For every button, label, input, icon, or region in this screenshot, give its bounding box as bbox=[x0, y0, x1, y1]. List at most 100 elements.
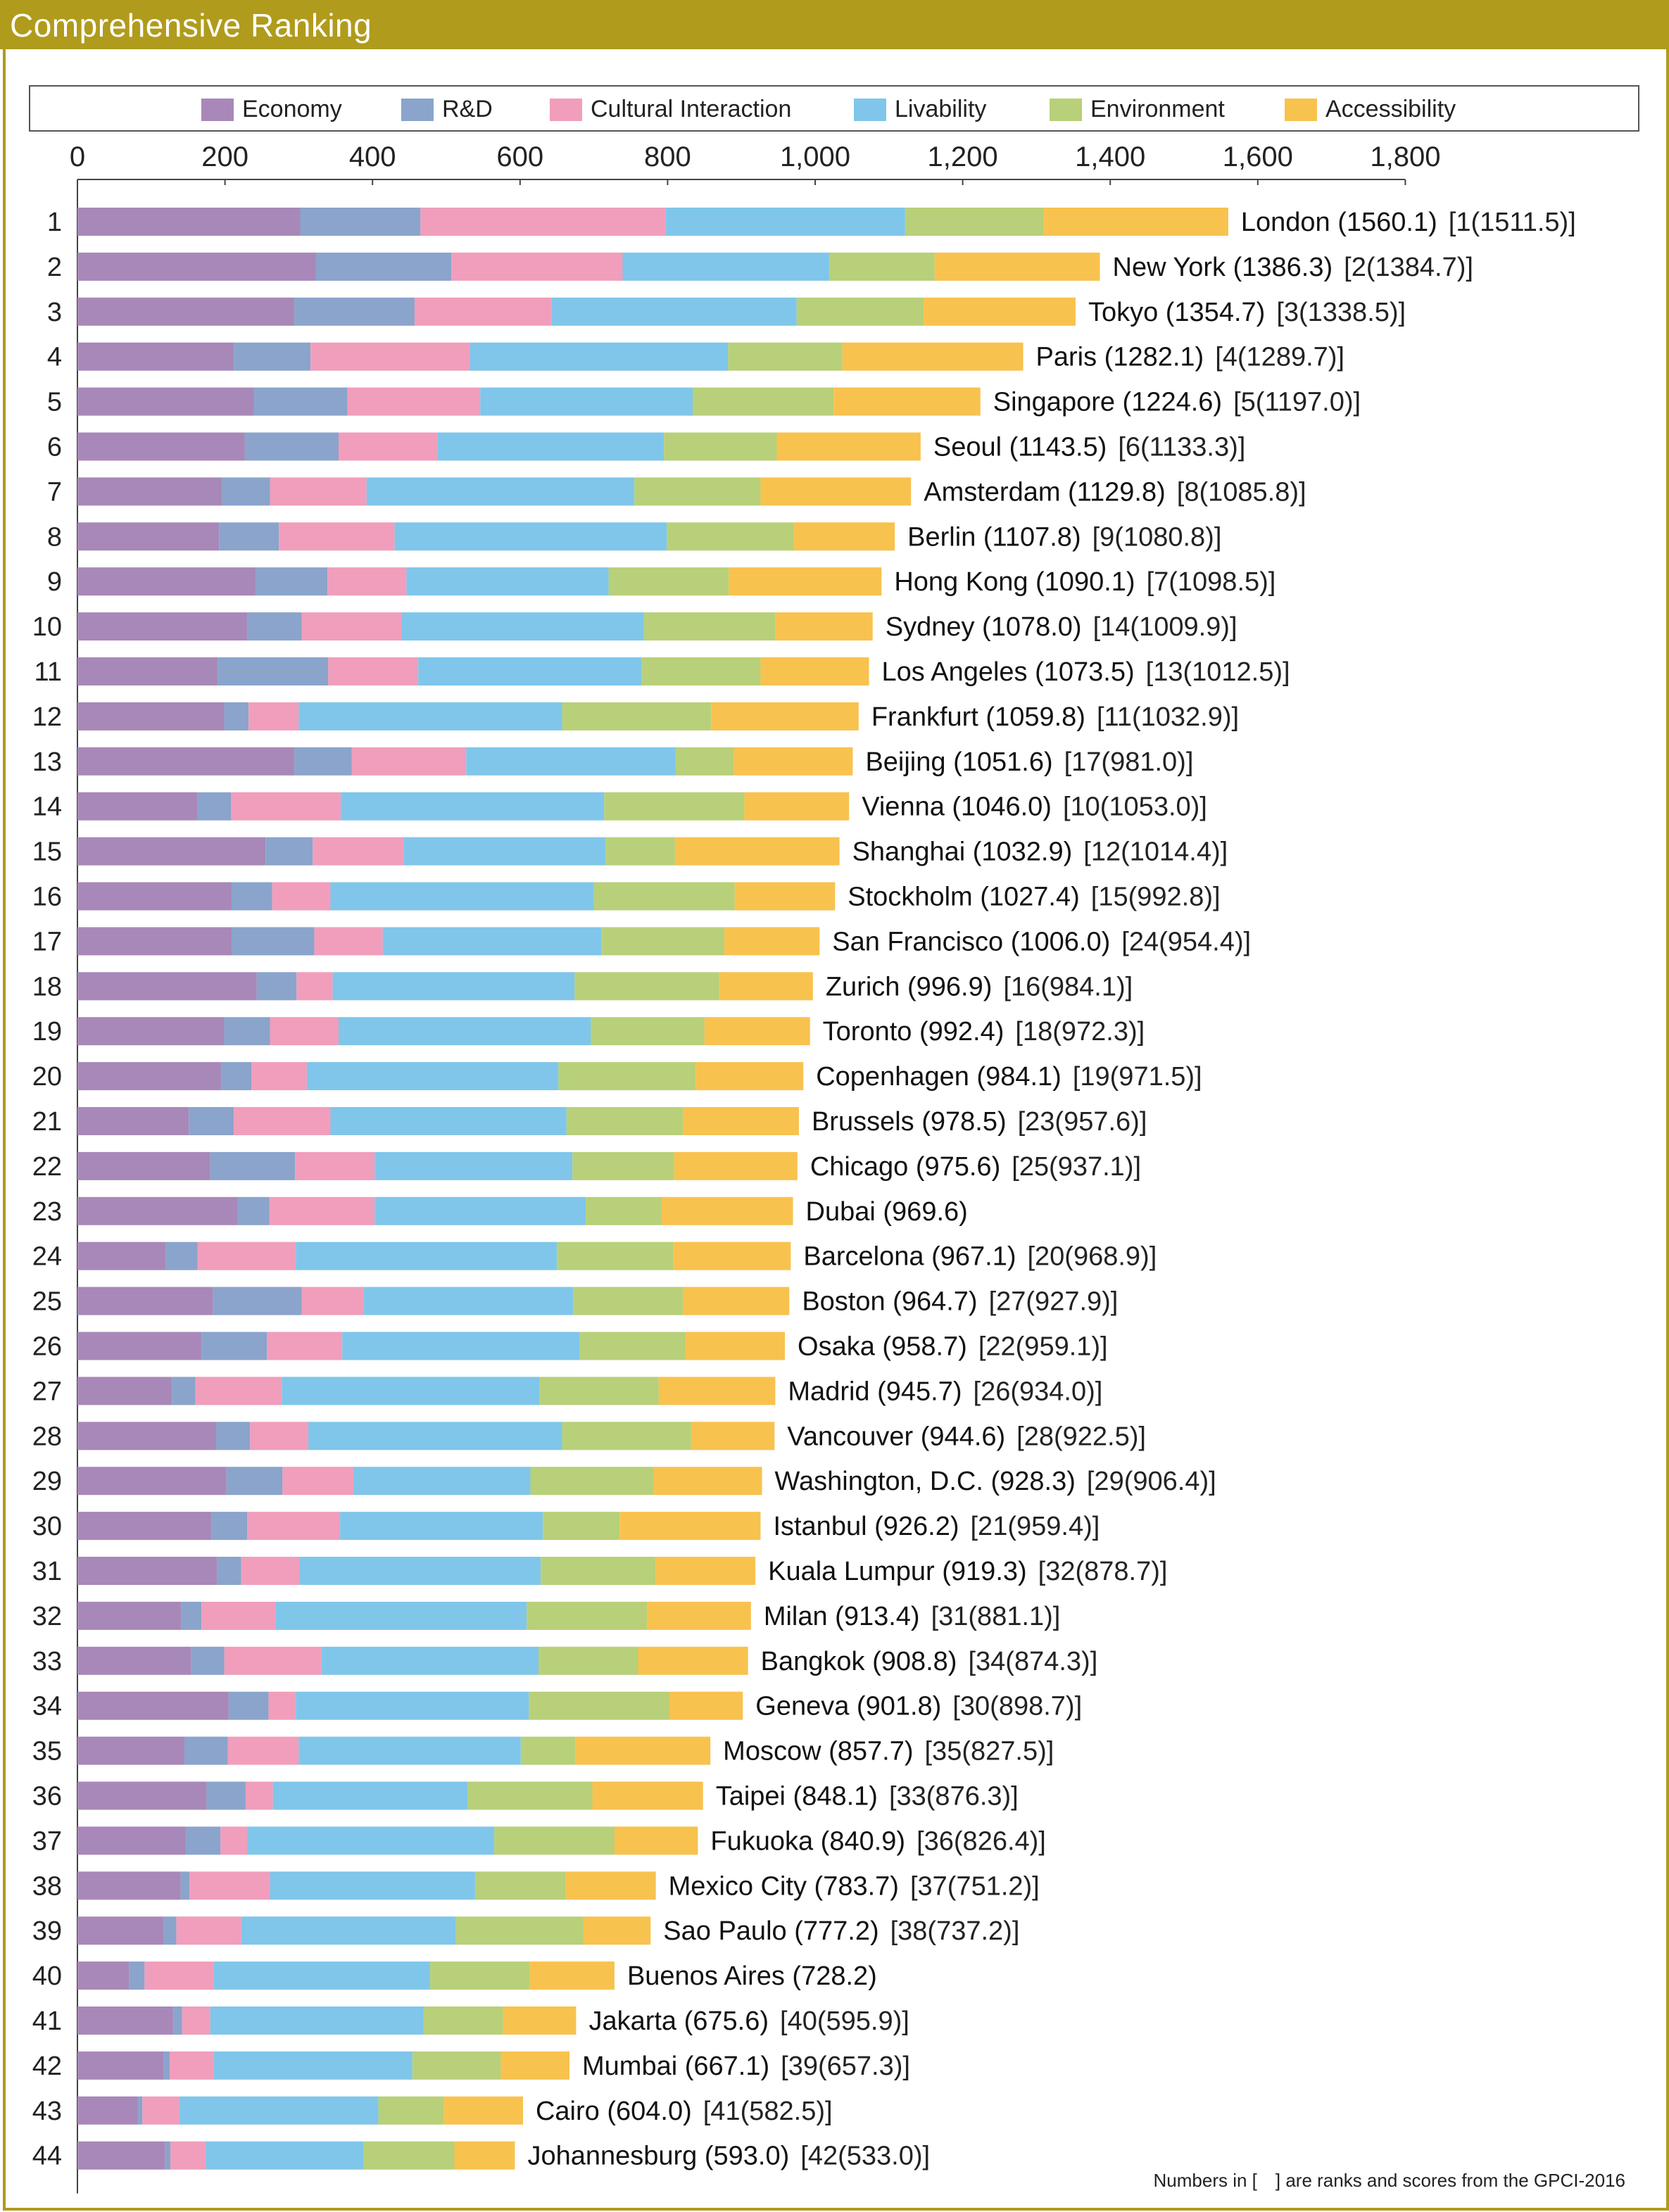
bar-segment-livability bbox=[210, 2006, 424, 2035]
city-score: Copenhagen (984.1) bbox=[816, 1062, 1062, 1092]
bar-row bbox=[77, 1422, 775, 1451]
bar-segment-accessibility bbox=[500, 2051, 570, 2080]
bar-segment-livability bbox=[394, 522, 667, 551]
bar-segment-economy bbox=[77, 1691, 229, 1720]
bar-segment-economy bbox=[77, 2096, 138, 2125]
city-label: Boston (964.7) [27(927.9)] bbox=[802, 1287, 1118, 1317]
bar-row bbox=[77, 387, 981, 416]
city-label: Seoul (1143.5) [6(1133.3)] bbox=[933, 433, 1245, 462]
bar-segment-accessibility bbox=[565, 1871, 656, 1900]
bar-row bbox=[77, 1196, 793, 1225]
rank-label: 12 bbox=[32, 702, 62, 732]
bar-segment-rd bbox=[191, 1646, 225, 1675]
previous-rank: [18(972.3)] bbox=[1015, 1017, 1145, 1047]
rank-label: 16 bbox=[32, 883, 62, 912]
city-label: Mumbai (667.1) [39(657.3)] bbox=[582, 2052, 910, 2081]
chart-frame bbox=[3, 49, 1669, 2211]
bar-segment-cultural bbox=[251, 1062, 307, 1091]
bar-segment-livability bbox=[179, 2096, 379, 2125]
city-label: Toronto (992.4) [18(972.3)] bbox=[823, 1017, 1145, 1047]
previous-rank: [13(1012.5)] bbox=[1146, 657, 1290, 687]
bar-segment-livability bbox=[437, 432, 665, 461]
bar-segment-livability bbox=[382, 927, 602, 956]
bar-row bbox=[77, 1691, 743, 1720]
city-label: London (1560.1) [1(1511.5)] bbox=[1241, 208, 1576, 237]
city-label: Kuala Lumpur (919.3) [32(878.7)] bbox=[768, 1557, 1167, 1586]
bar-segment-livability bbox=[272, 1781, 468, 1810]
previous-rank: [27(927.9)] bbox=[989, 1287, 1119, 1317]
bar-segment-environment bbox=[539, 1377, 659, 1405]
bar-segment-livability bbox=[247, 1826, 495, 1855]
city-label: Hong Kong (1090.1) [7(1098.5)] bbox=[894, 567, 1276, 597]
legend-swatch-environment bbox=[1050, 99, 1082, 121]
bar-segment-rd bbox=[173, 2006, 182, 2035]
bar-segment-accessibility bbox=[673, 1241, 791, 1270]
city-label: Taipei (848.1) [33(876.3)] bbox=[716, 1782, 1019, 1812]
previous-rank: [21(959.4)] bbox=[971, 1512, 1100, 1541]
city-label: San Francisco (1006.0) [24(954.4)] bbox=[832, 927, 1251, 956]
bar-segment-environment bbox=[664, 432, 777, 461]
bar-row bbox=[77, 1601, 751, 1630]
bar-segment-accessibility bbox=[704, 1017, 810, 1046]
bar-segment-accessibility bbox=[653, 1467, 762, 1496]
bar-segment-economy bbox=[77, 1826, 187, 1855]
bar-segment-rd bbox=[228, 1691, 269, 1720]
previous-rank: [15(992.8)] bbox=[1091, 883, 1221, 912]
bar-segment-environment bbox=[378, 2096, 444, 2125]
bar-segment-accessibility bbox=[529, 1961, 615, 1990]
city-score: New York (1386.3) bbox=[1113, 253, 1333, 282]
bar-segment-cultural bbox=[279, 522, 395, 551]
bar-segment-rd bbox=[224, 702, 249, 731]
bar-segment-cultural bbox=[170, 2141, 206, 2170]
rank-label: 3 bbox=[47, 298, 62, 327]
bar-segment-livability bbox=[401, 612, 644, 641]
rank-label: 18 bbox=[32, 972, 62, 1001]
legend-label-accessibility: Accessibility bbox=[1325, 96, 1456, 122]
bar-segment-accessibility bbox=[760, 477, 912, 506]
previous-rank: [19(971.5)] bbox=[1073, 1062, 1202, 1092]
bar-segment-accessibility bbox=[1043, 208, 1228, 236]
bar-segment-accessibility bbox=[793, 522, 895, 551]
bar-segment-cultural bbox=[230, 792, 341, 821]
title-bar: Comprehensive Ranking bbox=[0, 0, 1669, 49]
bar-segment-environment bbox=[520, 1736, 576, 1765]
bar-segment-economy bbox=[77, 1062, 222, 1091]
bar-segment-cultural bbox=[250, 1422, 309, 1451]
bar-segment-environment bbox=[829, 252, 935, 281]
bar-row bbox=[77, 567, 882, 596]
bar-segment-cultural bbox=[328, 657, 419, 685]
rank-label: 6 bbox=[47, 433, 62, 462]
bar-segment-rd bbox=[197, 792, 231, 821]
bar-segment-environment bbox=[474, 1871, 566, 1900]
bar-segment-livability bbox=[299, 1557, 541, 1585]
bar-segment-rd bbox=[247, 612, 302, 641]
bar-row bbox=[77, 1151, 798, 1180]
previous-rank: [20(968.9)] bbox=[1027, 1242, 1157, 1272]
previous-rank: [23(957.6)] bbox=[1018, 1107, 1147, 1137]
bar-segment-economy bbox=[77, 342, 234, 371]
x-tick-label: 600 bbox=[496, 141, 543, 172]
bar-segment-environment bbox=[667, 522, 794, 551]
bar-segment-economy bbox=[77, 1151, 210, 1180]
city-score: Chicago (975.6) bbox=[810, 1152, 1000, 1182]
city-score: Boston (964.7) bbox=[802, 1287, 977, 1317]
city-label: Bangkok (908.8) [34(874.3)] bbox=[761, 1647, 1098, 1676]
bar-segment-accessibility bbox=[592, 1781, 703, 1810]
bar-segment-accessibility bbox=[454, 2141, 515, 2170]
city-label: Washington, D.C. (928.3) [29(906.4)] bbox=[775, 1467, 1216, 1496]
previous-rank: [14(1009.9)] bbox=[1093, 612, 1237, 642]
bar-segment-livability bbox=[206, 2141, 364, 2170]
rank-label: 4 bbox=[47, 343, 62, 372]
bar-segment-cultural bbox=[227, 1736, 299, 1765]
x-tick-label: 200 bbox=[201, 141, 248, 172]
city-label: Osaka (958.7) [22(959.1)] bbox=[798, 1332, 1108, 1362]
bar-segment-rd bbox=[163, 1916, 177, 1945]
city-score: Istanbul (926.2) bbox=[773, 1512, 959, 1541]
previous-rank: [17(981.0)] bbox=[1064, 747, 1194, 777]
footnote: Numbers in [ ] are ranks and scores from… bbox=[1153, 2170, 1626, 2191]
x-tick-label: 1,200 bbox=[928, 141, 998, 172]
bar-segment-cultural bbox=[272, 882, 331, 911]
bar-segment-rd bbox=[232, 882, 272, 911]
bar-segment-economy bbox=[77, 1332, 202, 1360]
bar-segment-accessibility bbox=[503, 2006, 577, 2035]
